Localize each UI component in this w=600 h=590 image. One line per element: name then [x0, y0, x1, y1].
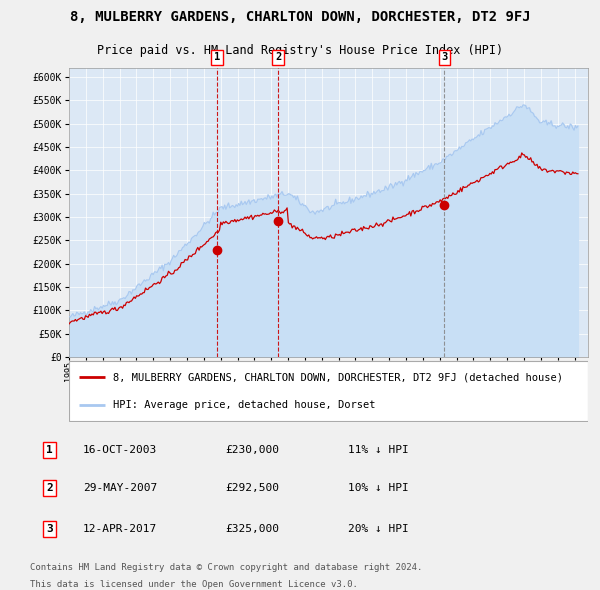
Text: 16-OCT-2003: 16-OCT-2003: [83, 445, 157, 455]
Text: 1: 1: [46, 445, 53, 455]
Text: 2: 2: [46, 483, 53, 493]
Text: 20% ↓ HPI: 20% ↓ HPI: [348, 524, 409, 534]
Text: 1: 1: [214, 53, 220, 63]
Text: £325,000: £325,000: [226, 524, 279, 534]
Text: 11% ↓ HPI: 11% ↓ HPI: [348, 445, 409, 455]
Text: 2: 2: [275, 53, 281, 63]
Text: This data is licensed under the Open Government Licence v3.0.: This data is licensed under the Open Gov…: [30, 581, 358, 589]
Text: 10% ↓ HPI: 10% ↓ HPI: [348, 483, 409, 493]
Text: 29-MAY-2007: 29-MAY-2007: [83, 483, 157, 493]
Text: 8, MULBERRY GARDENS, CHARLTON DOWN, DORCHESTER, DT2 9FJ (detached house): 8, MULBERRY GARDENS, CHARLTON DOWN, DORC…: [113, 372, 563, 382]
Text: £230,000: £230,000: [226, 445, 279, 455]
Text: 3: 3: [442, 53, 448, 63]
Text: Price paid vs. HM Land Registry's House Price Index (HPI): Price paid vs. HM Land Registry's House …: [97, 44, 503, 57]
Text: Contains HM Land Registry data © Crown copyright and database right 2024.: Contains HM Land Registry data © Crown c…: [30, 563, 422, 572]
Text: 8, MULBERRY GARDENS, CHARLTON DOWN, DORCHESTER, DT2 9FJ: 8, MULBERRY GARDENS, CHARLTON DOWN, DORC…: [70, 10, 530, 24]
Text: 3: 3: [46, 524, 53, 534]
Text: 12-APR-2017: 12-APR-2017: [83, 524, 157, 534]
Text: £292,500: £292,500: [226, 483, 279, 493]
FancyBboxPatch shape: [69, 361, 588, 421]
Text: HPI: Average price, detached house, Dorset: HPI: Average price, detached house, Dors…: [113, 399, 376, 409]
